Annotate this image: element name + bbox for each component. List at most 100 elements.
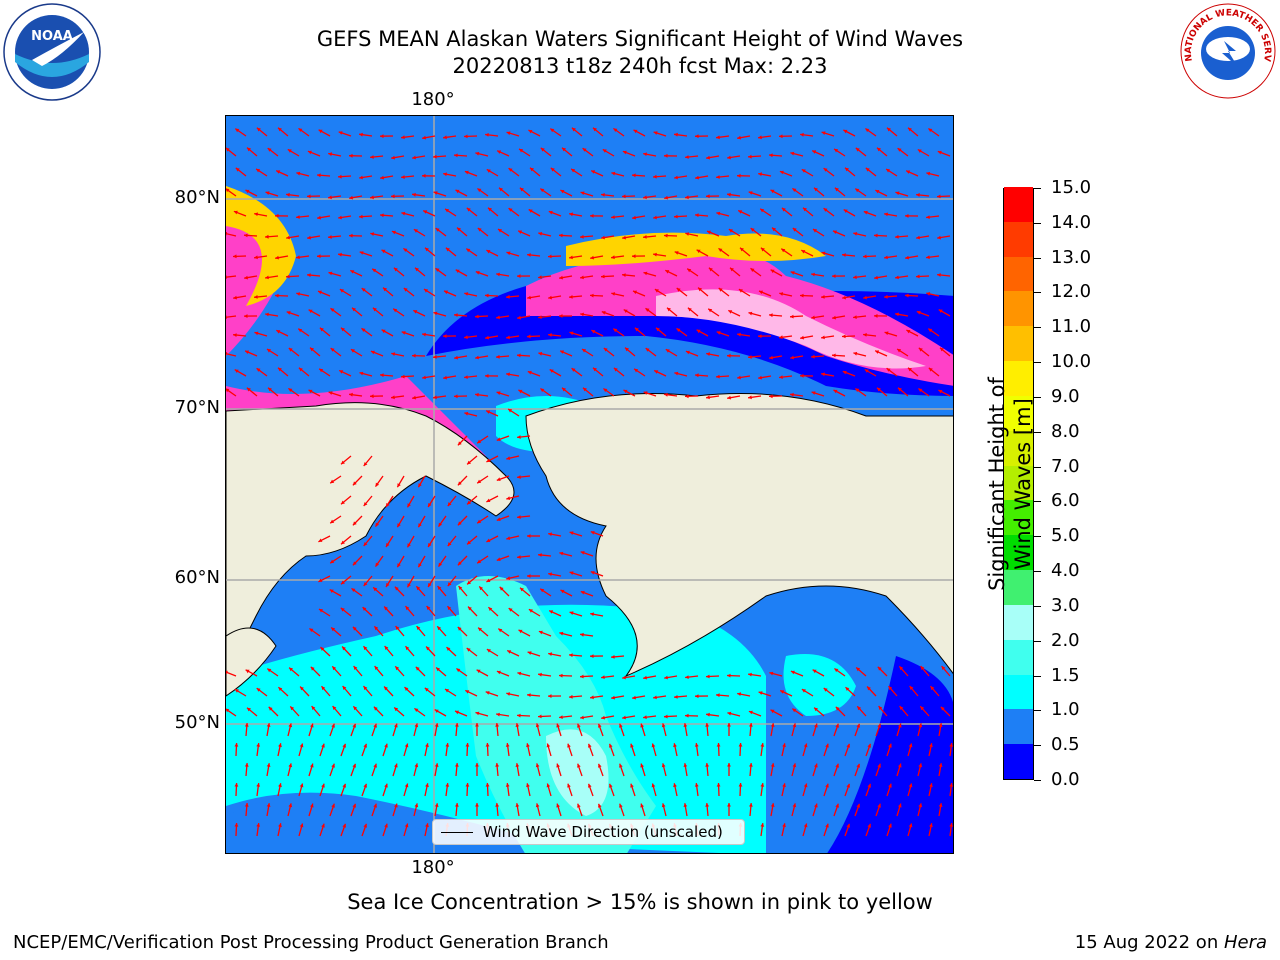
wind-wave-arrowhead — [286, 311, 291, 315]
wind-wave-arrowhead — [603, 348, 608, 352]
wind-wave-arrowhead — [559, 314, 563, 318]
colorbar-tick-label: 15.0 — [1051, 177, 1092, 198]
wind-wave-arrowhead — [329, 589, 334, 593]
wind-wave-arrowhead — [790, 151, 795, 156]
wind-wave-arrowhead — [308, 389, 313, 394]
wind-wave-arrowhead — [613, 328, 618, 333]
wind-wave-arrowhead — [530, 167, 534, 172]
wind-wave-arrowhead — [486, 458, 491, 462]
colorbar-segment — [1004, 639, 1033, 675]
wind-wave-arrowhead — [457, 441, 462, 446]
wind-wave-arrowhead — [403, 248, 408, 252]
wind-wave-arrowhead — [318, 578, 323, 582]
wind-wave-arrowhead — [265, 312, 269, 317]
wind-wave-arrowhead — [748, 355, 752, 359]
wind-wave-arrowhead — [317, 254, 321, 259]
wind-wave-arrowhead — [328, 271, 333, 276]
wind-wave-arrowhead — [370, 350, 375, 355]
wind-wave-arrowhead — [727, 673, 731, 678]
wind-wave-arrowhead — [445, 208, 450, 213]
wind-wave-arrowhead — [508, 409, 513, 413]
wind-wave-arrowhead — [321, 686, 326, 691]
wind-wave-arrowhead — [842, 295, 846, 300]
wind-wave-arrowhead — [770, 709, 775, 714]
wind-wave-arrowhead — [727, 763, 731, 767]
wind-wave-arrowhead — [341, 500, 345, 505]
wind-wave-arrowhead — [235, 128, 240, 133]
wind-wave-arrowhead — [278, 127, 282, 132]
wind-wave-arrowhead — [414, 763, 419, 768]
wind-wave-arrowhead — [926, 292, 931, 296]
wind-wave-arrowhead — [393, 308, 398, 313]
wind-wave-arrowhead — [235, 167, 240, 172]
wind-wave-arrowhead — [645, 348, 650, 352]
wind-wave-arrowhead — [821, 372, 825, 377]
wind-wave-arrowhead — [549, 610, 554, 614]
wind-wave-arrowhead — [569, 571, 574, 575]
wind-wave-arrowhead — [938, 723, 943, 727]
wind-wave-arrowhead — [916, 274, 920, 279]
wind-wave-arrowhead — [569, 212, 573, 217]
wind-wave-arrowhead — [496, 315, 500, 320]
wind-wave-arrowhead — [342, 686, 347, 690]
wind-wave-arrowhead — [653, 215, 657, 220]
wind-wave-arrowhead — [538, 630, 543, 635]
wind-wave-arrowhead — [467, 540, 471, 545]
wind-wave-arrowhead — [475, 723, 479, 727]
wind-wave-arrowhead — [256, 783, 261, 787]
wind-wave-arrowhead — [833, 389, 838, 394]
wind-wave-arrowhead — [288, 388, 293, 392]
wind-wave-arrowhead — [790, 355, 794, 360]
wind-wave-arrowhead — [737, 135, 741, 140]
wind-wave-arrowhead — [443, 334, 447, 338]
land-alaska — [525, 393, 953, 678]
wind-wave-arrowhead — [926, 255, 930, 260]
wind-wave-arrowhead — [674, 251, 679, 255]
wind-wave-arrowhead — [321, 783, 325, 788]
wind-wave-arrowhead — [352, 763, 356, 768]
wind-wave-arrowhead — [395, 626, 400, 630]
wind-wave-arrowhead — [404, 783, 409, 788]
wind-wave-arrowhead — [443, 135, 447, 140]
wind-wave-arrowhead — [918, 763, 923, 768]
wind-wave-arrowhead — [464, 411, 469, 416]
wind-wave-arrowhead — [404, 687, 409, 691]
wind-wave-arrowhead — [485, 374, 489, 378]
wind-wave-arrowhead — [386, 583, 390, 587]
wind-wave-arrowhead — [349, 153, 353, 158]
wind-wave-arrowhead — [874, 275, 878, 280]
wind-wave-arrowhead — [397, 483, 401, 488]
noaa-logo: NOAA — [3, 3, 101, 101]
wind-wave-arrowhead — [593, 127, 597, 132]
wind-wave-arrowhead — [674, 175, 678, 180]
wind-wave-arrowhead — [611, 255, 615, 260]
colorbar-tick-label: 10.0 — [1051, 351, 1092, 373]
wind-wave-arrowhead — [548, 652, 553, 656]
wind-wave-arrowhead — [517, 274, 521, 278]
colorbar-tick-label: 0.0 — [1051, 769, 1080, 790]
wind-wave-arrowhead — [475, 711, 480, 716]
wind-wave-arrowhead — [687, 307, 692, 312]
wind-wave-arrowhead — [275, 293, 279, 298]
wind-wave-arrowhead — [331, 803, 335, 808]
wind-wave-arrowhead — [727, 155, 731, 160]
wind-wave-arrowhead — [342, 743, 346, 748]
wind-wave-arrowhead — [518, 389, 523, 394]
wind-wave-arrowhead — [246, 387, 251, 392]
wind-wave-arrowhead — [256, 168, 261, 173]
wind-wave-arrowhead — [361, 328, 366, 332]
wind-wave-arrows — [226, 127, 953, 837]
wind-wave-arrowhead — [515, 723, 520, 727]
wind-wave-arrowhead — [276, 170, 281, 174]
colorbar-segment — [1004, 325, 1033, 362]
wind-wave-arrowhead — [938, 390, 943, 394]
wind-wave-arrowhead — [401, 374, 405, 379]
wind-wave-arrowhead — [738, 210, 743, 214]
wind-wave-arrowhead — [540, 147, 545, 152]
wind-wave-arrowhead — [623, 389, 628, 394]
wind-wave-arrowhead — [433, 311, 438, 316]
colorbar-tick-label: 13.0 — [1051, 246, 1092, 268]
wind-wave-arrowhead — [265, 191, 270, 195]
wind-wave-arrowhead — [331, 723, 335, 728]
wind-wave-arrowhead — [286, 235, 290, 240]
